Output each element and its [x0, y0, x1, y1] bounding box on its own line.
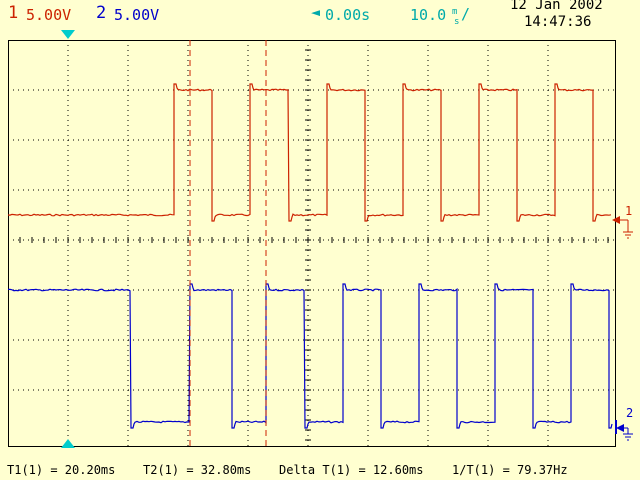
timebase-slash: / — [461, 5, 471, 23]
graticule — [8, 40, 616, 447]
ch1-ground-label: 1 — [625, 204, 633, 218]
trigger-position-bottom-icon — [61, 439, 75, 448]
ch1-number: 1 — [8, 3, 19, 23]
ch2-trace — [8, 283, 613, 429]
ch2-ground-marker[interactable]: 2 — [612, 406, 640, 442]
ch1-volts-div: 5.00V — [26, 6, 72, 24]
ch1-trace — [8, 83, 612, 222]
cursor-t1-readout: T1(1) = 20.20ms — [7, 463, 116, 477]
date-text: 12 Jan 2002 — [510, 0, 603, 13]
time-text: 14:47:36 — [524, 14, 592, 30]
ch2-number: 2 — [96, 3, 107, 23]
ch2-volts-div: 5.00V — [114, 6, 160, 24]
frequency-readout: 1/T(1) = 79.37Hz — [452, 463, 568, 477]
ch1-ground-marker[interactable]: 1 — [612, 204, 640, 240]
time-offset-value: 0.00s — [325, 6, 371, 24]
ch2-ground-label: 2 — [626, 406, 634, 420]
timebase-unit-top: m — [452, 7, 458, 17]
trigger-arrow-icon: ◄ — [311, 3, 321, 21]
ch1-ground-icon — [612, 216, 633, 239]
ch2-ground-icon — [615, 420, 633, 441]
delta-t-readout: Delta T(1) = 12.60ms — [279, 463, 424, 477]
graticule-border — [8, 40, 616, 447]
trigger-position-top-icon — [61, 30, 75, 39]
scope-display[interactable] — [8, 40, 616, 447]
cursor-t2-readout: T2(1) = 32.80ms — [143, 463, 252, 477]
timebase-unit-bottom: s — [454, 17, 460, 27]
timebase-value: 10.0 — [410, 6, 447, 24]
